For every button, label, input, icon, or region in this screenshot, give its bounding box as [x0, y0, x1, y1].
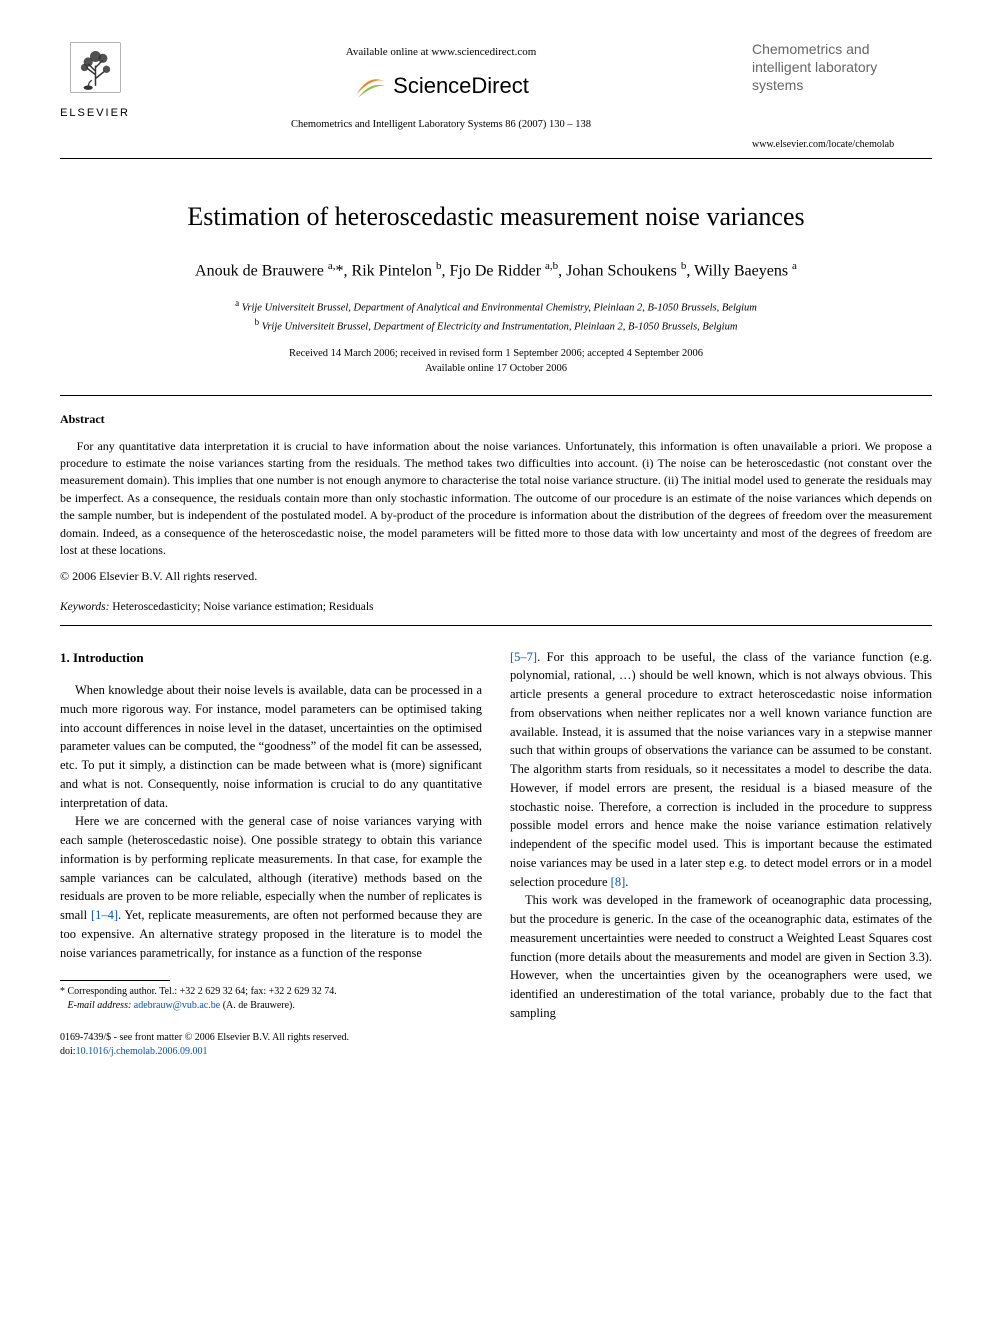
header-rule: [60, 158, 932, 159]
bottom-metadata: 0169-7439/$ - see front matter © 2006 El…: [60, 1031, 482, 1059]
header-right: Chemometrics and intelligent laboratory …: [752, 40, 932, 152]
email-link[interactable]: adebrauw@vub.ac.be: [134, 1000, 220, 1011]
abstract-body: For any quantitative data interpretation…: [60, 438, 932, 560]
elsevier-label: ELSEVIER: [60, 105, 130, 122]
abstract-text: For any quantitative data interpretation…: [60, 439, 932, 557]
affiliation-a: Vrije Universiteit Brussel, Department o…: [242, 302, 757, 313]
journal-reference: Chemometrics and Intelligent Laboratory …: [130, 117, 752, 133]
citation-link-8[interactable]: [8]: [611, 875, 626, 889]
intro-paragraph-3: This work was developed in the framework…: [510, 891, 932, 1022]
intro-paragraph-2: Here we are concerned with the general c…: [60, 812, 482, 962]
keywords-text: Heteroscedasticity; Noise variance estim…: [109, 601, 373, 613]
email-tail: (A. de Brauwere).: [220, 1000, 295, 1011]
citation-link-1-4[interactable]: [1–4]: [91, 908, 118, 922]
email-label: E-mail address:: [68, 1000, 132, 1011]
footnote-rule: [60, 980, 170, 981]
article-dates: Received 14 March 2006; received in revi…: [60, 347, 932, 376]
journal-name: Chemometrics and intelligent laboratory …: [752, 40, 932, 95]
intro-paragraph-1: When knowledge about their noise levels …: [60, 681, 482, 812]
header-center: Available online at www.sciencedirect.co…: [130, 40, 752, 132]
elsevier-logo: ELSEVIER: [60, 40, 130, 121]
received-date: Received 14 March 2006; received in revi…: [60, 347, 932, 362]
doi-link[interactable]: 10.1016/j.chemolab.2006.09.001: [76, 1046, 208, 1057]
affiliations: a Vrije Universiteit Brussel, Department…: [60, 297, 932, 335]
left-column: 1. Introduction When knowledge about the…: [60, 648, 482, 1060]
affiliation-b: Vrije Universiteit Brussel, Department o…: [262, 322, 738, 333]
abstract-bottom-rule: [60, 625, 932, 626]
abstract-copyright: © 2006 Elsevier B.V. All rights reserved…: [60, 567, 932, 585]
footnote-contact: * Corresponding author. Tel.: +32 2 629 …: [60, 985, 482, 999]
keywords-label: Keywords:: [60, 601, 109, 613]
author-list: Anouk de Brauwere a,*, Rik Pintelon b, F…: [60, 258, 932, 283]
section-heading-intro: 1. Introduction: [60, 648, 482, 668]
doi-label: doi:: [60, 1046, 76, 1057]
online-date: Available online 17 October 2006: [60, 362, 932, 377]
abstract-top-rule: [60, 395, 932, 396]
article-title: Estimation of heteroscedastic measuremen…: [60, 197, 932, 236]
elsevier-tree-icon: [68, 40, 123, 95]
sciencedirect-swoosh-icon: [353, 69, 387, 103]
issn-line: 0169-7439/$ - see front matter © 2006 El…: [60, 1031, 482, 1045]
corresponding-author-footnote: * Corresponding author. Tel.: +32 2 629 …: [60, 985, 482, 1013]
citation-link-5-7[interactable]: [5–7]: [510, 650, 537, 664]
intro-paragraph-2-cont: [5–7]. For this approach to be useful, t…: [510, 648, 932, 892]
available-online-text: Available online at www.sciencedirect.co…: [130, 44, 752, 61]
keywords-line: Keywords: Heteroscedasticity; Noise vari…: [60, 599, 932, 616]
body-columns: 1. Introduction When knowledge about the…: [60, 648, 932, 1060]
journal-url: www.elsevier.com/locate/chemolab: [752, 137, 932, 152]
abstract-heading: Abstract: [60, 410, 932, 428]
publisher-header: ELSEVIER Available online at www.science…: [60, 40, 932, 152]
sciencedirect-logo: ScienceDirect: [353, 69, 529, 103]
right-column: [5–7]. For this approach to be useful, t…: [510, 648, 932, 1060]
sciencedirect-text: ScienceDirect: [393, 69, 529, 102]
